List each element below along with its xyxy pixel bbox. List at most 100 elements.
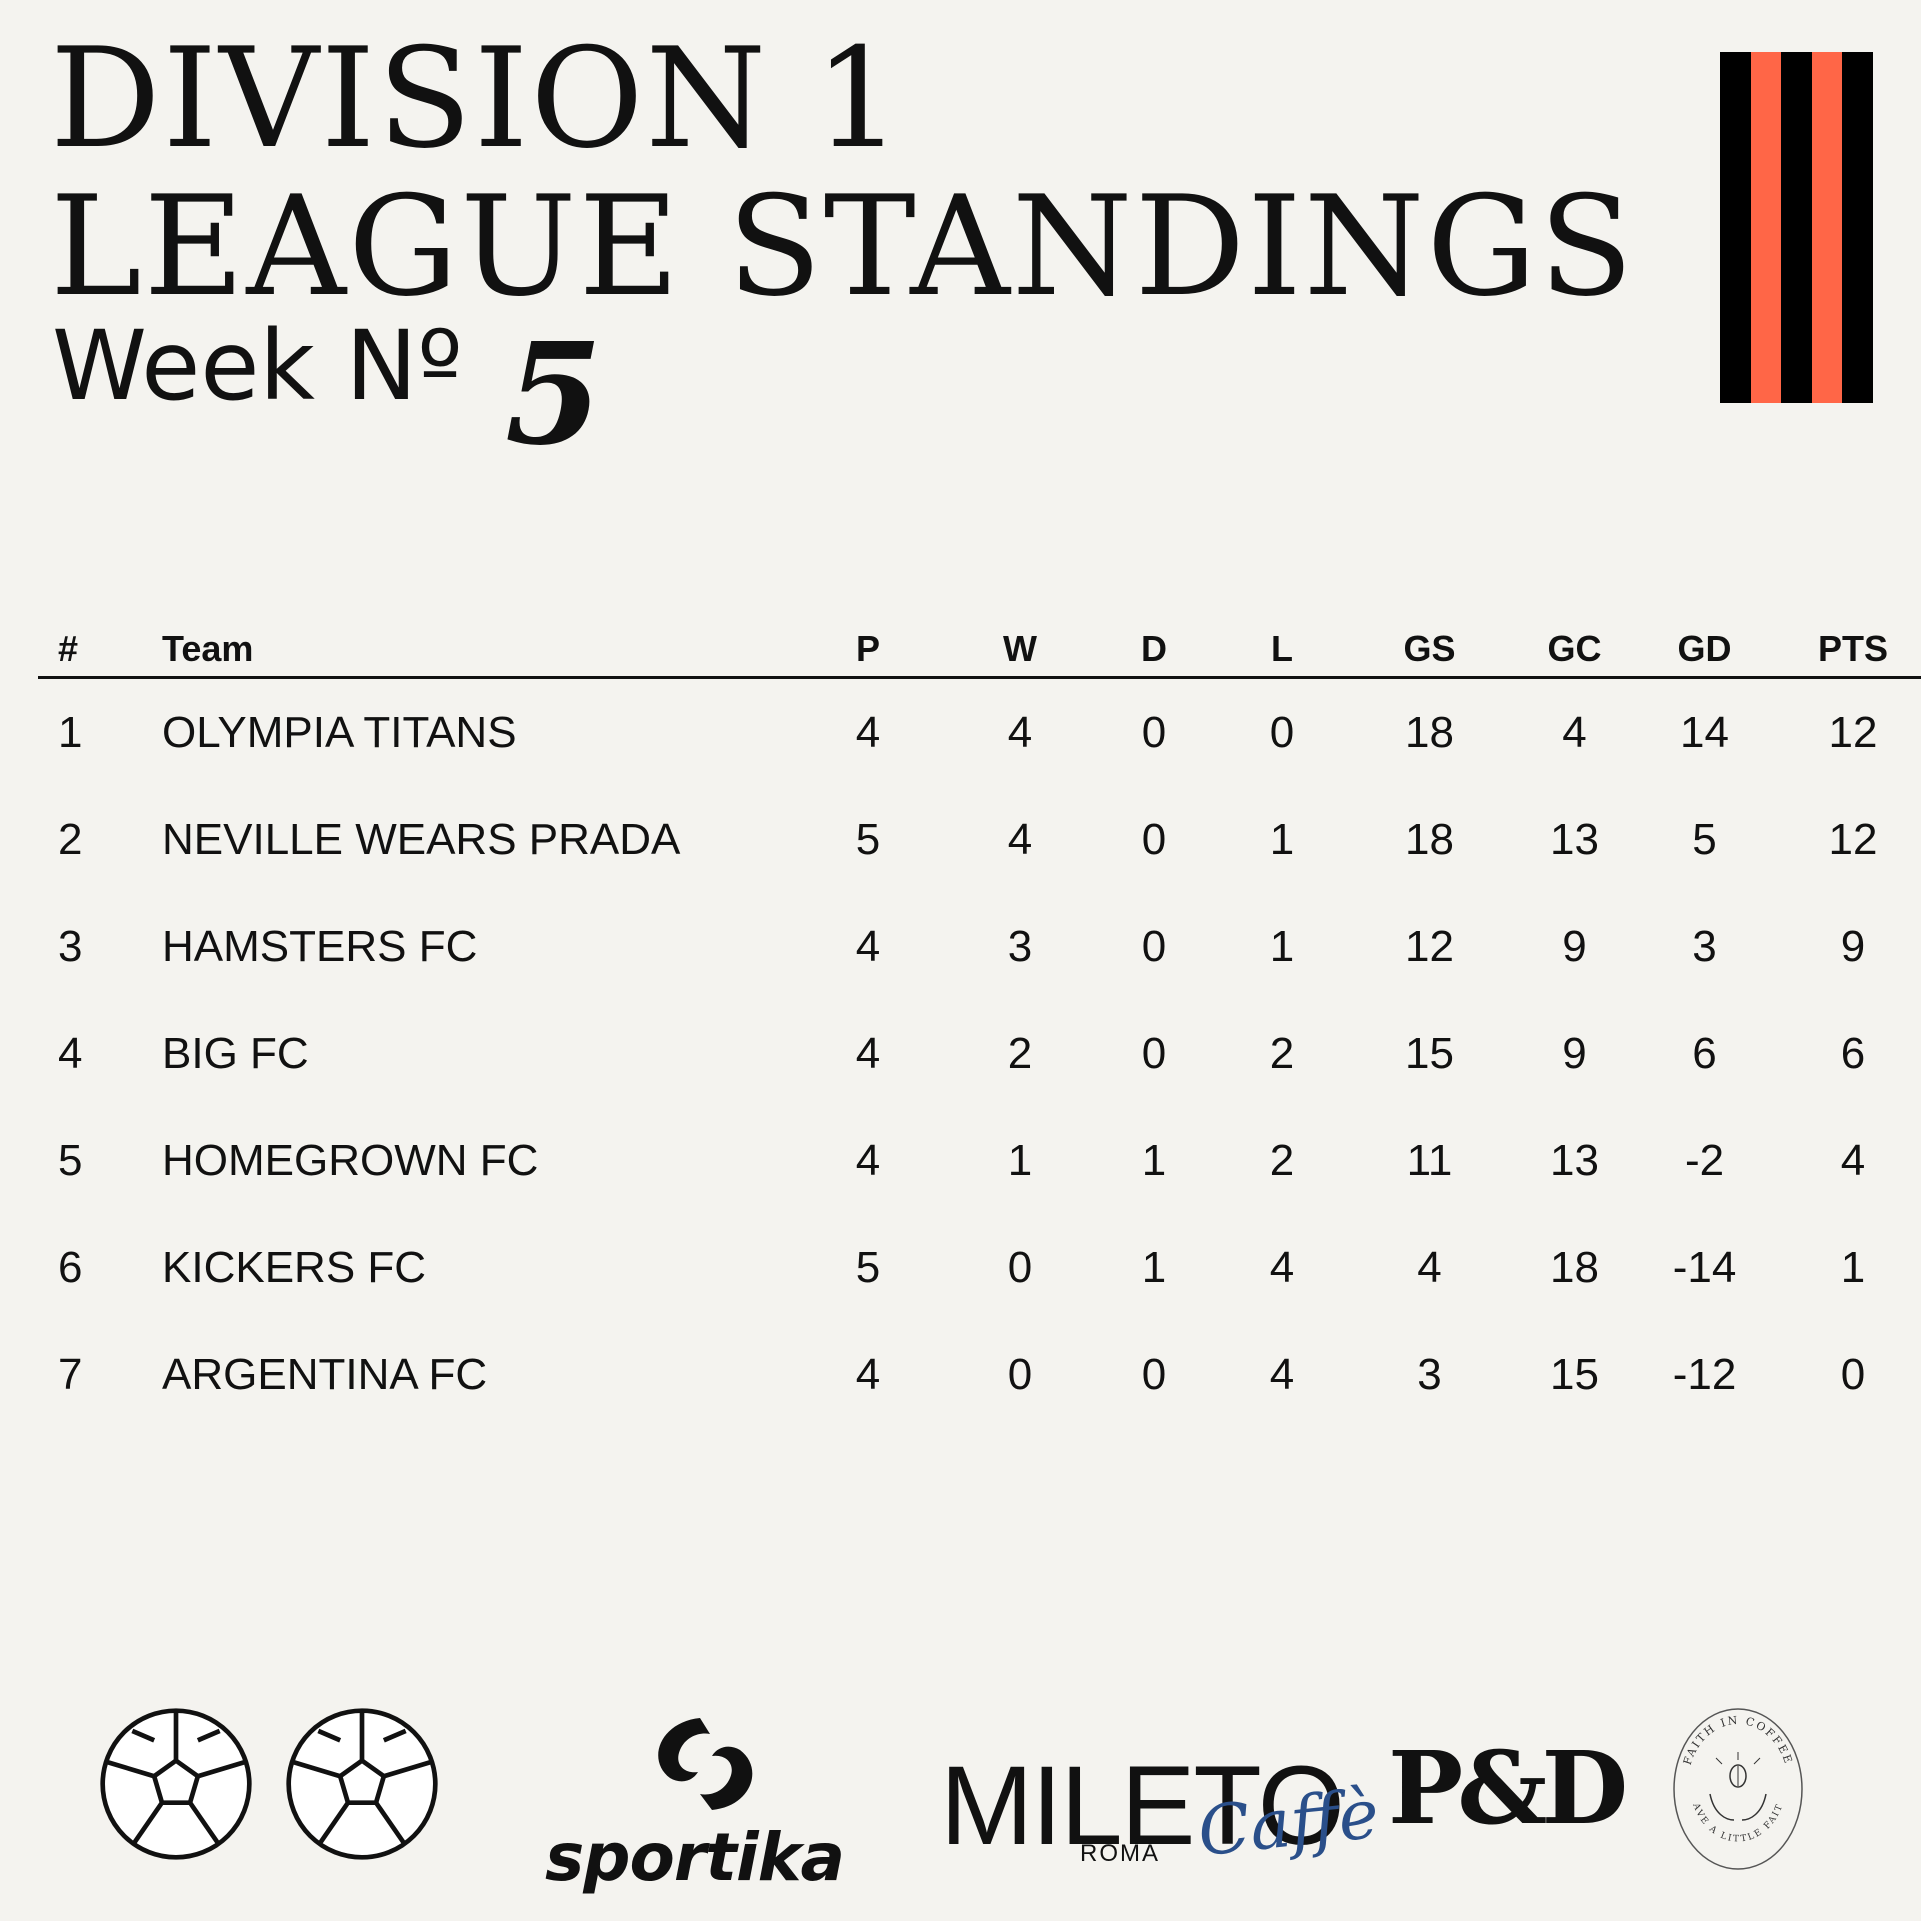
mileto-roma: ROMA (1080, 1840, 1160, 1867)
cell-played: 4 (855, 921, 881, 971)
header-goals-conceded: GC (1507, 620, 1642, 679)
cell-rank: 1 (58, 707, 83, 757)
cell-goal-difference: 6 (1692, 1028, 1717, 1078)
cell-won: 3 (1007, 921, 1033, 971)
cell-won: 0 (1007, 1349, 1033, 1399)
cell-goals-scored: 18 (1405, 814, 1454, 864)
stripe-accent (1750, 52, 1782, 403)
cell-team: OLYMPIA TITANS (162, 707, 517, 757)
cell-team: NEVILLE WEARS PRADA (162, 814, 681, 864)
cell-lost: 4 (1269, 1242, 1295, 1292)
header-goal-difference: GD (1642, 620, 1767, 679)
cell-played: 4 (855, 1028, 881, 1078)
header-goals-scored: GS (1352, 620, 1507, 679)
cell-rank: 5 (58, 1135, 83, 1185)
cell-goal-difference: 3 (1692, 921, 1717, 971)
cell-team: ARGENTINA FC (162, 1349, 488, 1399)
cell-team: HOMEGROWN FC (162, 1135, 539, 1185)
cell-drawn: 0 (1141, 707, 1167, 757)
cell-points: 9 (1840, 921, 1866, 971)
sportika-logo-icon (658, 1718, 753, 1810)
cell-rank: 6 (58, 1242, 83, 1292)
cell-lost: 4 (1269, 1349, 1295, 1399)
sponsor-strip: sportika MILETO ROMA Caffè P&D FAITH IN … (0, 1690, 1921, 1896)
table-row: 7 ARGENTINA FC 4 0 0 4 3 15 -12 0 (38, 1321, 1921, 1428)
cell-won: 0 (1007, 1242, 1033, 1292)
header-lost: L (1212, 620, 1352, 679)
cell-goals-conceded: 18 (1550, 1242, 1599, 1292)
table-row: 4 BIG FC 4 2 0 2 15 9 6 6 (38, 1000, 1921, 1107)
cell-lost: 1 (1269, 921, 1295, 971)
cell-won: 2 (1007, 1028, 1033, 1078)
stripe-dark (1720, 52, 1751, 403)
cell-lost: 1 (1269, 814, 1295, 864)
cell-rank: 4 (58, 1028, 83, 1078)
cell-team: HAMSTERS FC (162, 921, 478, 971)
cell-goals-conceded: 9 (1562, 1028, 1587, 1078)
mileto-wordmark: MILETO (940, 1743, 1345, 1868)
cell-goals-scored: 3 (1417, 1349, 1442, 1399)
cell-goals-conceded: 13 (1550, 1135, 1599, 1185)
cell-points: 12 (1828, 814, 1878, 864)
cell-played: 4 (855, 1135, 881, 1185)
cell-points: 4 (1840, 1135, 1866, 1185)
cell-played: 4 (855, 1349, 881, 1399)
cell-drawn: 0 (1141, 1028, 1167, 1078)
cell-goals-conceded: 15 (1550, 1349, 1599, 1399)
striped-flag (1720, 52, 1873, 403)
soccer-ball-icon (286, 1708, 438, 1860)
stripe-dark (1781, 52, 1812, 403)
cell-goal-difference: -2 (1684, 1135, 1725, 1185)
table-row: 2 NEVILLE WEARS PRADA 5 4 0 1 18 13 5 12 (38, 786, 1921, 893)
cell-goal-difference: -12 (1672, 1349, 1737, 1399)
cell-goals-scored: 12 (1405, 921, 1454, 971)
mileto-caffe: Caffè (1194, 1774, 1383, 1873)
cell-team: BIG FC (162, 1028, 309, 1078)
stripe-accent (1811, 52, 1843, 403)
cell-drawn: 0 (1141, 1349, 1167, 1399)
cell-rank: 3 (58, 921, 83, 971)
cell-goals-conceded: 4 (1562, 707, 1587, 757)
cell-goals-scored: 18 (1405, 707, 1454, 757)
cell-points: 6 (1840, 1028, 1866, 1078)
cell-goals-conceded: 9 (1562, 921, 1587, 971)
sportika-wordmark: sportika (545, 1819, 845, 1896)
cell-goal-difference: 5 (1692, 814, 1717, 864)
stripe-dark (1842, 52, 1873, 403)
cell-drawn: 0 (1141, 814, 1167, 864)
cell-goals-conceded: 13 (1550, 814, 1599, 864)
table-row: 3 HAMSTERS FC 4 3 0 1 12 9 3 9 (38, 893, 1921, 1000)
cell-goal-difference: -14 (1672, 1242, 1737, 1292)
cell-points: 0 (1840, 1349, 1866, 1399)
header-rank: # (38, 620, 162, 679)
cell-rank: 7 (58, 1349, 83, 1399)
cell-points: 12 (1828, 707, 1878, 757)
cell-goals-scored: 15 (1405, 1028, 1454, 1078)
header-played: P (792, 620, 944, 679)
cell-won: 4 (1007, 707, 1033, 757)
cell-lost: 2 (1269, 1028, 1295, 1078)
cell-played: 5 (855, 1242, 881, 1292)
cell-won: 4 (1007, 814, 1033, 864)
soccer-ball-icon (100, 1708, 252, 1860)
cell-goals-scored: 4 (1417, 1242, 1442, 1292)
table-body: 1 OLYMPIA TITANS 4 4 0 0 18 4 14 12 2 NEVILLE WEARS… (38, 678, 1921, 1429)
cell-goals-scored: 11 (1406, 1135, 1453, 1185)
header-team: Team (162, 620, 792, 679)
header-points: PTS (1767, 620, 1921, 679)
title-line-2: LEAGUE STANDINGS (50, 166, 1636, 327)
standings-table: # Team P W D L GS GC GD PTS 1 OLYMPIA TITANS 4 4 0 0 18… (38, 620, 1921, 1428)
header-won: W (944, 620, 1096, 679)
cell-played: 4 (855, 707, 881, 757)
table-row: 1 OLYMPIA TITANS 4 4 0 0 18 4 14 12 (38, 678, 1921, 787)
cell-team: KICKERS FC (162, 1242, 427, 1292)
cell-played: 5 (855, 814, 881, 864)
week-number: 5 (505, 313, 603, 477)
title-line-1: DIVISION 1 (50, 18, 904, 179)
cell-goal-difference: 14 (1680, 707, 1729, 757)
table-header-row: # Team P W D L GS GC GD PTS (38, 620, 1921, 679)
faith-in-coffee-badge: FAITH IN COFFEE HAVE A LITTLE FAITH (1670, 1704, 1803, 1870)
cell-lost: 0 (1269, 707, 1295, 757)
header-drawn: D (1096, 620, 1212, 679)
cell-won: 1 (1007, 1135, 1033, 1185)
